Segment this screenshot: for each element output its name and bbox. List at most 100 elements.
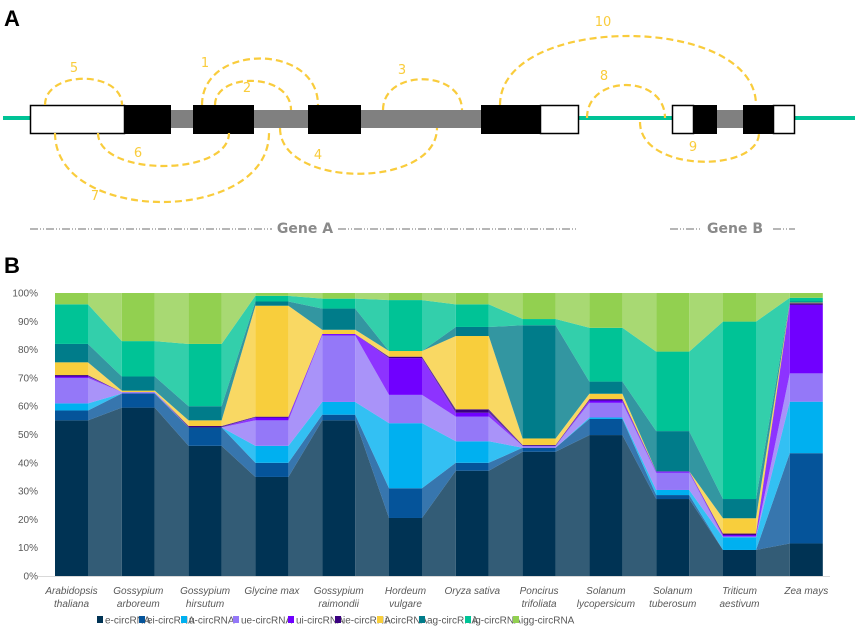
connector-ue-circRNA	[154, 392, 189, 428]
bar-segment-e-circRNA	[522, 451, 556, 576]
y-tick-label: 40%	[18, 458, 38, 469]
arc-number-1: 1	[201, 56, 209, 71]
connector-ui-circRNA	[488, 412, 523, 446]
bar-segment-i-circRNA	[389, 351, 422, 357]
connector-igg-circRNA	[622, 293, 657, 352]
connector-e-circRNA	[555, 435, 590, 576]
connector-ie-circRNA	[154, 392, 189, 428]
y-tick-label: 50%	[18, 430, 38, 441]
intron	[717, 110, 743, 128]
bar-segment-ag-circRNA	[55, 343, 88, 363]
x-tick-label: Poncirus	[520, 586, 559, 597]
bar-segment-ei-circRNA	[389, 488, 422, 518]
bar-segment-u-circRNA	[55, 403, 88, 411]
arc-2	[213, 79, 293, 111]
bar-segment-ag-circRNA	[455, 326, 489, 337]
connector-i-circRNA	[288, 305, 323, 417]
connector-igg-circRNA	[422, 293, 456, 305]
legend-item-i-circRNA: i-circRNA	[377, 616, 428, 627]
connector-igg-circRNA	[756, 293, 790, 322]
bar-segment-ag-circRNA	[522, 325, 556, 439]
arc-numbers: 1 2 3 4 5 6 7 8 9 10	[70, 15, 697, 204]
bar-segment-ui-circRNA	[322, 334, 356, 336]
arc-7	[53, 132, 271, 204]
x-tick-label: aestivum	[719, 599, 759, 610]
connector-i-circRNA	[689, 471, 723, 534]
connector-ie-circRNA	[288, 334, 323, 418]
bar-segment-ei-circRNA	[789, 453, 823, 544]
connector-ue-circRNA	[756, 373, 790, 538]
x-tick-label: Gossypium	[113, 586, 163, 597]
legend-label: u-circRNA	[189, 616, 235, 627]
bar-segment-ui-circRNA	[656, 471, 690, 473]
utr-exon	[29, 104, 126, 135]
bar-segment-ie-circRNA	[55, 375, 88, 377]
bar-segment-ig-circRNA	[322, 298, 356, 309]
bar-segment-e-circRNA	[188, 445, 222, 576]
connector-ie-circRNA	[422, 356, 456, 413]
x-tick-label: thaliana	[54, 599, 89, 610]
legend-item-ei-circRNA: ei-circRNA	[139, 616, 195, 627]
bar-segment-ag-circRNA	[322, 308, 356, 330]
bar-segment-ui-circRNA	[789, 304, 823, 374]
y-tick-label: 20%	[18, 515, 38, 526]
arc-8	[585, 84, 667, 119]
connector-i-circRNA	[622, 393, 657, 472]
connector-e-circRNA	[221, 445, 256, 576]
bar-segment-ue-circRNA	[322, 335, 356, 402]
connector-u-circRNA	[221, 427, 256, 463]
arc-number-6: 6	[134, 146, 142, 161]
bar-segment-ue-circRNA	[389, 394, 422, 424]
bar-segment-e-circRNA	[121, 407, 155, 576]
connector-ue-circRNA	[355, 335, 389, 424]
bar-segment-ei-circRNA	[121, 393, 155, 408]
connector-ig-circRNA	[555, 319, 590, 382]
bar-segment-ei-circRNA	[255, 462, 289, 477]
connector-ag-circRNA	[154, 376, 189, 421]
connector-ig-circRNA	[689, 321, 723, 500]
legend-label: ei-circRNA	[147, 616, 195, 627]
bar-segment-u-circRNA	[589, 417, 623, 419]
connector-ei-circRNA	[288, 414, 323, 477]
connector-ei-circRNA	[555, 418, 590, 452]
x-tick-label: Zea mays	[783, 586, 828, 597]
bar-segment-ue-circRNA	[55, 377, 88, 404]
bar-segment-u-circRNA	[656, 489, 690, 496]
panel-a-diagram: A	[3, 6, 855, 237]
bar-segment-ig-circRNA	[55, 304, 88, 344]
utr-exon	[671, 104, 695, 135]
connector-ag-circRNA	[221, 301, 256, 421]
arc-number-3: 3	[398, 63, 406, 78]
bar-segment-ie-circRNA	[723, 533, 756, 535]
bar-segment-ue-circRNA	[723, 536, 756, 538]
bar-segment-ue-circRNA	[589, 402, 623, 418]
legend-item-ue-circRNA: ue-circRNA	[233, 616, 292, 627]
bar-segment-ie-circRNA	[455, 409, 489, 413]
connector-ue-circRNA	[622, 402, 657, 490]
connector-ui-circRNA	[288, 334, 323, 421]
bar-segment-u-circRNA	[723, 537, 756, 550]
bar-segment-ig-circRNA	[255, 295, 289, 302]
arc-1	[200, 57, 320, 106]
arc-number-2: 2	[243, 81, 251, 96]
x-tick-label: Glycine max	[244, 586, 300, 597]
connector-i-circRNA	[756, 302, 790, 534]
bar-segment-e-circRNA	[389, 517, 422, 576]
connector-e-circRNA	[488, 451, 523, 576]
stacked-bar-chart: 0% 10% 20% 30% 40% 50% 60% 70% 80% 90% 100% Arabido…	[12, 289, 830, 627]
legend-swatch	[181, 616, 187, 623]
intron	[171, 110, 193, 128]
bar-segment-ue-circRNA	[121, 392, 155, 394]
connector-u-circRNA	[488, 441, 523, 463]
connector-i-circRNA	[221, 305, 256, 427]
bar-segment-ei-circRNA	[455, 462, 489, 471]
bar-segment-igg-circRNA	[55, 293, 88, 305]
bar-segment-ag-circRNA	[723, 499, 756, 519]
bar-segment-ig-circRNA	[121, 341, 155, 377]
bar-segment-igg-circRNA	[522, 293, 556, 320]
connector-e-circRNA	[689, 499, 723, 576]
legend-swatch	[465, 616, 471, 623]
bar-segment-ig-circRNA	[723, 321, 756, 500]
bar-segment-igg-circRNA	[656, 293, 690, 352]
bar-segment-ig-circRNA	[789, 297, 823, 302]
